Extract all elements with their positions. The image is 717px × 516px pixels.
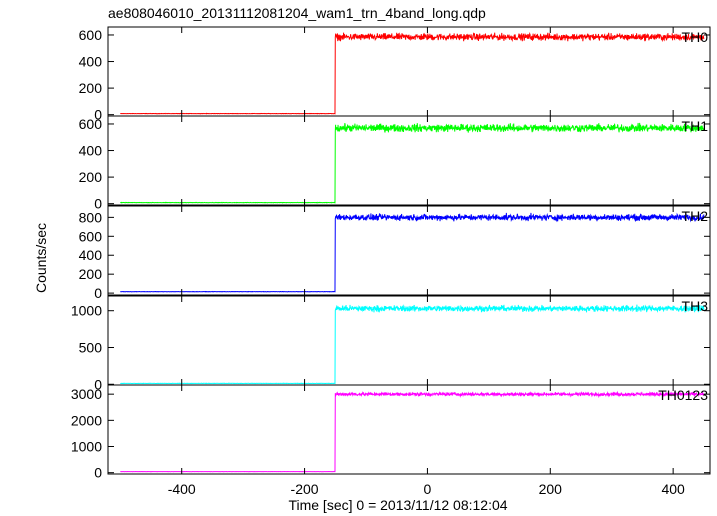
y-tick-label: 500 [79, 339, 103, 355]
series-line-th0123 [120, 390, 705, 473]
series-line-th2 [120, 212, 705, 293]
y-tick-label: 200 [79, 266, 103, 282]
y-tick-label: 0 [94, 465, 102, 481]
y-tick-label: 400 [79, 247, 103, 263]
x-tick-label: 200 [539, 481, 563, 497]
y-tick-label: 600 [79, 27, 103, 43]
y-tick-label: 600 [79, 116, 103, 132]
x-axis-label: Time [sec] 0 = 2013/11/12 08:12:04 [288, 497, 507, 513]
panel-frame [107, 26, 711, 117]
y-tick-label: 2000 [71, 412, 102, 428]
x-tick-label: 400 [661, 481, 685, 497]
panel-th3: 0 500 1000 TH3 [71, 295, 711, 392]
panel-th0123: 0 1000 2000 3000 TH0123 [71, 384, 711, 481]
panel-frame [107, 115, 711, 206]
x-tick-label: 0 [424, 481, 432, 497]
x-axis: -400 -200 0 200 400 [168, 481, 685, 497]
panel-frame [107, 205, 711, 296]
panel-label: TH2 [682, 208, 709, 224]
series-line-th1 [120, 122, 705, 204]
panel-th2: 0 200 400 600 800 TH2 [79, 205, 711, 301]
y-tick-label: 1000 [71, 303, 102, 319]
y-tick-label: 400 [79, 54, 103, 70]
y-tick-label: 0 [94, 376, 102, 392]
y-tick-label: 0 [94, 196, 102, 212]
panel-label: TH1 [682, 118, 709, 134]
x-tick-label: -200 [291, 481, 319, 497]
series-line-th0 [120, 31, 705, 115]
y-tick-label: 400 [79, 143, 103, 159]
series-line-th3 [120, 304, 705, 385]
y-tick-label: 600 [79, 228, 103, 244]
panel-th1: 0 200 400 600 TH1 [79, 115, 711, 212]
y-tick-label: 0 [94, 107, 102, 123]
panels: 0 200 400 600 TH0 0 200 400 600 TH1 0 200 400 600 800 T… [71, 26, 711, 481]
panel-th0: 0 200 400 600 TH0 [79, 26, 711, 123]
y-tick-label: 200 [79, 80, 103, 96]
panel-frame [107, 384, 711, 475]
panel-label: TH0123 [658, 387, 708, 403]
panel-label: TH0 [682, 29, 709, 45]
y-tick-label: 800 [79, 209, 103, 225]
y-tick-label: 3000 [71, 386, 102, 402]
y-tick-label: 0 [94, 285, 102, 301]
panel-label: TH3 [682, 298, 709, 314]
chart-title: ae808046010_20131112081204_wam1_trn_4ban… [108, 5, 486, 21]
y-tick-label: 1000 [71, 439, 102, 455]
x-tick-label: -400 [168, 481, 196, 497]
y-axis-label: Counts/sec [33, 223, 49, 293]
y-tick-label: 200 [79, 169, 103, 185]
